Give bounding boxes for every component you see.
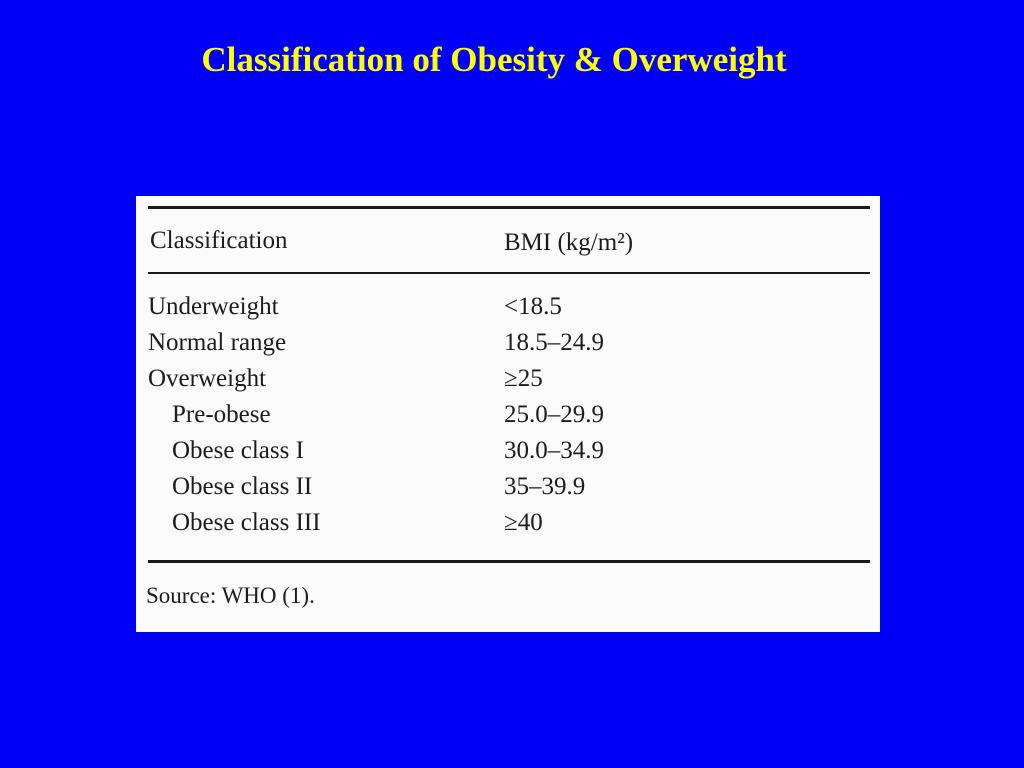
header-classification: Classification [150,227,288,254]
row-value-pre-obese: 25.0–29.9 [504,401,604,428]
row-value-normal-range: 18.5–24.9 [504,329,604,356]
table-top-rule [148,206,870,209]
slide-title: Classification of Obesity & Overweight [201,40,787,79]
row-label-overweight: Overweight [148,365,267,392]
row-value-obese-class-2: 35–39.9 [504,473,586,500]
source-note: Source: WHO (1). [146,583,315,608]
row-value-obese-class-3: ≥40 [504,509,543,536]
row-value-obese-class-1: 30.0–34.9 [504,437,604,464]
table-header-rule [148,272,870,274]
row-label-pre-obese: Pre-obese [172,401,271,428]
header-bmi: BMI (kg/m²) [504,229,634,256]
row-label-underweight: Underweight [148,293,279,320]
row-label-normal-range: Normal range [148,329,287,356]
row-label-obese-class-3: Obese class III [172,509,321,536]
row-value-overweight: ≥25 [504,365,543,392]
row-value-underweight: <18.5 [504,293,562,320]
table-bottom-rule [148,560,870,563]
row-label-obese-class-2: Obese class II [172,473,313,500]
bmi-classification-table: Classification BMI (kg/m²) Underweight <… [136,196,880,632]
row-label-obese-class-1: Obese class I [172,437,304,464]
